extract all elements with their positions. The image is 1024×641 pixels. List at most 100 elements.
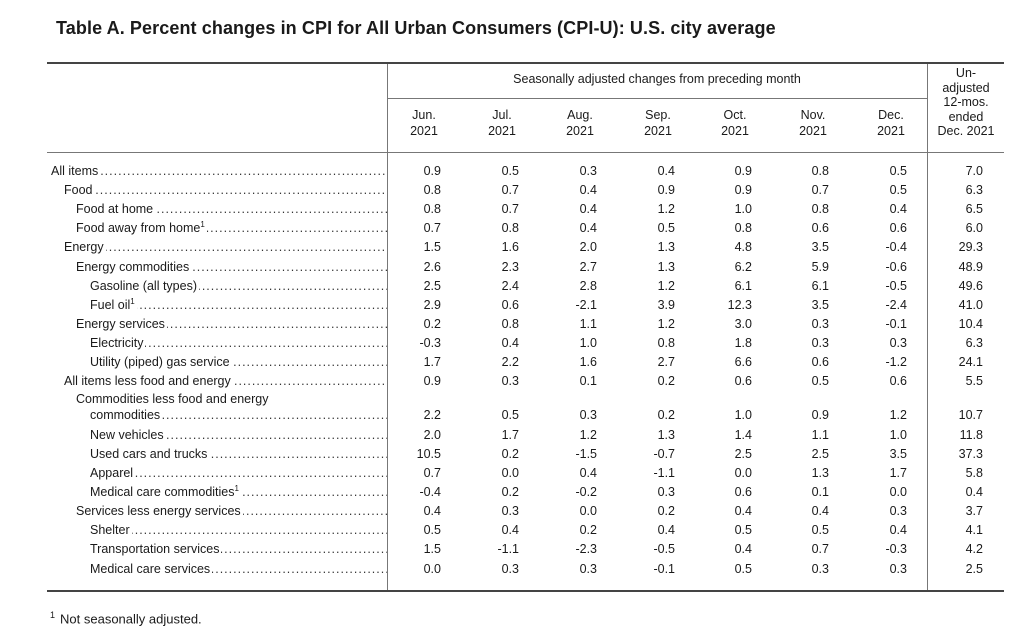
cell-value: 0.6 (734, 485, 752, 499)
cell-unadjusted: 6.3 (965, 183, 983, 197)
footnote-ref: 1 (234, 483, 239, 493)
cell-value: 0.9 (657, 183, 675, 197)
row-label: All items (51, 162, 387, 181)
cell-value: 0.3 (811, 562, 829, 576)
cell-value: 0.2 (501, 485, 519, 499)
cell-value: 0.3 (501, 504, 519, 518)
table-row: Services less energy services 0.4 0.3 0.0 0.… (0, 502, 1024, 521)
table-row: Electricity -0.3 0.4 1.0 0.8 1.8 0.3 0.3 6.3 (0, 334, 1024, 353)
cell-value: 1.6 (579, 355, 597, 369)
column-header-month: Aug. (567, 108, 593, 122)
cell-value: 6.6 (734, 355, 752, 369)
cell-value: 2.7 (657, 355, 675, 369)
cell-value: 1.7 (501, 428, 519, 442)
cell-value: -0.6 (885, 260, 907, 274)
cell-value: -0.1 (653, 562, 675, 576)
cell-value: 0.3 (889, 504, 907, 518)
cell-value: 1.5 (423, 240, 441, 254)
cell-value: 0.4 (889, 523, 907, 537)
cell-value: 3.5 (811, 298, 829, 312)
cell-value: 3.0 (734, 317, 752, 331)
cell-value: 1.1 (579, 317, 597, 331)
cell-value: 0.8 (423, 202, 441, 216)
cell-unadjusted: 6.3 (965, 336, 983, 350)
cell-value: 0.9 (734, 183, 752, 197)
column-header: Aug. 2021 (541, 107, 619, 139)
cell-value: 2.5 (423, 279, 441, 293)
cell-value: 1.0 (579, 336, 597, 350)
row-label-text: Food at home (76, 202, 154, 216)
cell-value: 1.3 (657, 260, 675, 274)
cell-unadjusted: 6.5 (965, 202, 983, 216)
cell-unadjusted: 48.9 (958, 260, 983, 274)
cell-unadjusted: 49.6 (958, 279, 983, 293)
cell-value: 0.0 (889, 485, 907, 499)
row-label: Electricity (90, 334, 387, 353)
cell-value: 0.4 (734, 542, 752, 556)
cell-unadjusted: 2.5 (965, 562, 983, 576)
cell-value: 2.2 (423, 408, 441, 422)
column-header-year: 2021 (488, 124, 516, 138)
cell-value: 2.7 (579, 260, 597, 274)
row-label: Medical care services (90, 560, 387, 579)
cell-value: -1.1 (653, 466, 675, 480)
column-header-year: 2021 (877, 124, 905, 138)
row-label-text: Transportation services (90, 542, 220, 556)
cell-value: -1.5 (575, 447, 597, 461)
cell-value: 0.2 (657, 504, 675, 518)
table-title: Table A. Percent changes in CPI for All … (56, 18, 776, 38)
cell-value: 0.0 (579, 504, 597, 518)
row-label-text: Energy services (76, 317, 165, 331)
table-row: Energy 1.5 1.6 2.0 1.3 4.8 3.5 -0.4 29.3 (0, 238, 1024, 257)
cell-value: 1.0 (734, 408, 752, 422)
cell-value: 2.4 (501, 279, 519, 293)
cell-value: 1.6 (501, 240, 519, 254)
cell-value: 0.4 (657, 164, 675, 178)
cell-value: 2.0 (423, 428, 441, 442)
cell-value: 0.7 (501, 183, 519, 197)
cell-value: 2.2 (501, 355, 519, 369)
row-label-text: Utility (piped) gas service (90, 355, 230, 369)
cell-value: -0.3 (419, 336, 441, 350)
column-header-year: 2021 (644, 124, 672, 138)
cell-value: 0.7 (501, 202, 519, 216)
seasonal-header-rule (387, 98, 927, 99)
row-label-text: Used cars and trucks (90, 447, 208, 461)
cell-value: 0.5 (657, 221, 675, 235)
column-header: Jun. 2021 (385, 107, 463, 139)
table-row: Energy commodities 2.6 2.3 2.7 1.3 6.2 5.9 -0.6… (0, 258, 1024, 277)
cell-value: 2.5 (811, 447, 829, 461)
cell-value: 0.2 (657, 408, 675, 422)
cell-value: 0.5 (734, 523, 752, 537)
column-header: Dec. 2021 (852, 107, 930, 139)
cell-value: 0.4 (579, 221, 597, 235)
cell-value: 0.6 (734, 374, 752, 388)
cell-value: -2.4 (885, 298, 907, 312)
cell-value: 1.5 (423, 542, 441, 556)
footnote-ref: 1 (200, 219, 205, 229)
cell-unadjusted: 0.4 (965, 485, 983, 499)
cell-value: 0.4 (734, 504, 752, 518)
cell-value: 6.2 (734, 260, 752, 274)
table-row: All items less food and energy 0.9 0.3 0.1 0… (0, 372, 1024, 391)
table-row: Food at home 0.8 0.7 0.4 1.2 1.0 0.8 0.4 6.5 (0, 200, 1024, 219)
column-header-month: Dec. (878, 108, 904, 122)
cell-value: 0.7 (811, 183, 829, 197)
cell-value: -0.4 (419, 485, 441, 499)
row-label: Fuel oil1 (90, 296, 387, 315)
unadjusted-header-line: Un- (955, 66, 977, 80)
cell-value: 0.3 (579, 408, 597, 422)
cell-value: 0.9 (423, 374, 441, 388)
cell-value: 1.3 (657, 240, 675, 254)
column-header: Nov. 2021 (774, 107, 852, 139)
cell-value: 0.7 (423, 221, 441, 235)
cell-value: 0.3 (579, 562, 597, 576)
unadjusted-header-line: adjusted (942, 80, 990, 95)
cell-value: 0.6 (811, 221, 829, 235)
table-row: Shelter 0.5 0.4 0.2 0.4 0.5 0.5 0.4 4.1 (0, 521, 1024, 540)
cell-value: 0.3 (501, 562, 519, 576)
cell-value: 0.4 (811, 504, 829, 518)
cell-value: 0.8 (501, 221, 519, 235)
cell-value: 2.3 (501, 260, 519, 274)
cell-value: 1.8 (734, 336, 752, 350)
